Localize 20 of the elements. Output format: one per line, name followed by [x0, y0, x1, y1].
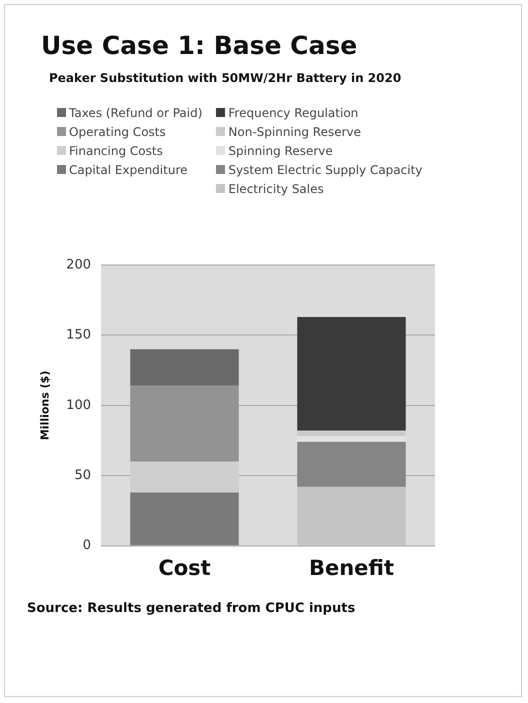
- y-axis-title: Millions ($): [38, 370, 52, 440]
- legend-label: Financing Costs: [69, 144, 163, 158]
- legend-label: Taxes (Refund or Paid): [69, 106, 202, 120]
- legend-label: Non-Spinning Reserve: [228, 124, 362, 138]
- x-tick-label: Cost: [158, 556, 211, 580]
- legend-label: Capital Expenditure: [69, 162, 188, 176]
- legend-label: System Electric Supply Capacity: [228, 162, 422, 176]
- legend-label: Electricity Sales: [228, 182, 324, 196]
- y-tick-label: 200: [66, 257, 92, 272]
- source-note: Source: Results generated from CPUC inputs: [27, 600, 356, 618]
- chart-title: Use Case 1: Base Case: [41, 31, 358, 60]
- chart-subtitle: Peaker Substitution with 50MW/2Hr Battery in 2020: [49, 71, 402, 85]
- y-tick-label: 150: [66, 328, 92, 343]
- y-tick-label: 50: [74, 468, 92, 483]
- legend-label: Spinning Reserve: [228, 144, 333, 158]
- legend-label: Operating Costs: [69, 124, 166, 138]
- y-tick-label: 100: [66, 398, 92, 413]
- y-tick-label: 0: [82, 538, 92, 554]
- legend-label: Frequency Regulation: [228, 106, 358, 120]
- x-tick-label: Benefit: [308, 556, 394, 580]
